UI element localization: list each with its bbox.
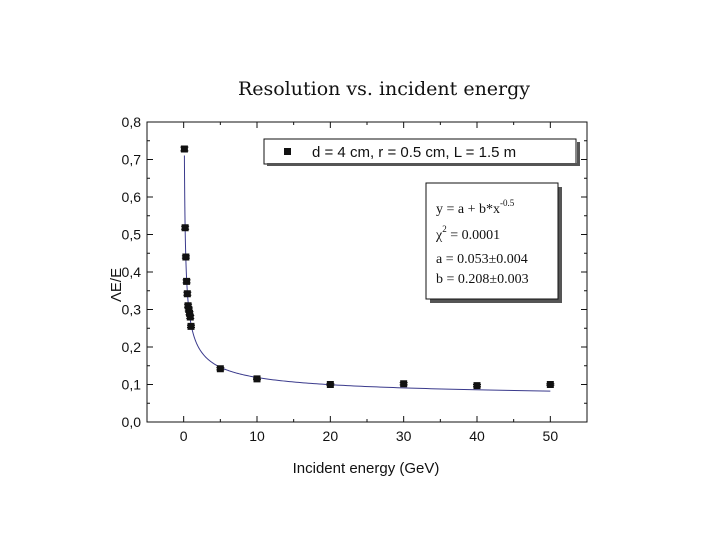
data-point bbox=[473, 382, 481, 390]
fit-box-shadow-side bbox=[558, 187, 562, 303]
x-tick-label: 50 bbox=[543, 428, 559, 444]
data-point bbox=[180, 145, 188, 153]
data-point bbox=[186, 313, 194, 321]
x-tick-label: 20 bbox=[323, 428, 339, 444]
legend-shadow-side bbox=[577, 142, 580, 166]
data-points bbox=[180, 145, 555, 390]
x-tick-label: 0 bbox=[180, 428, 188, 444]
data-point bbox=[216, 365, 224, 373]
legend-shadow bbox=[267, 163, 579, 166]
y-tick-label: 0,7 bbox=[122, 152, 142, 168]
y-tick-label: 0,0 bbox=[122, 414, 142, 430]
data-point bbox=[181, 224, 189, 232]
data-point bbox=[183, 290, 191, 298]
data-point bbox=[184, 302, 192, 310]
fit-box bbox=[425, 182, 559, 300]
y-tick-label: 0,6 bbox=[122, 189, 142, 205]
data-point bbox=[182, 253, 190, 261]
data-point bbox=[186, 309, 194, 317]
legend-marker bbox=[284, 148, 291, 155]
data-point bbox=[326, 381, 334, 388]
legend-label: d = 4 cm, r = 0.5 cm, L = 1.5 m bbox=[312, 144, 516, 161]
fit-formula-text: y = a + b*x bbox=[436, 202, 500, 217]
x-tick-label: 40 bbox=[469, 428, 485, 444]
fit-results-box: y = a + b*x-0.5 χ2 = 0.0001 a = 0.053±0.… bbox=[425, 182, 562, 303]
chart-title: Resolution vs. incident energy bbox=[238, 78, 530, 100]
y-tick-label: 0,3 bbox=[122, 302, 142, 318]
fit-formula: y = a + b*x-0.5 bbox=[436, 198, 515, 217]
fit-box-shadow bbox=[430, 299, 562, 303]
legend: d = 4 cm, r = 0.5 cm, L = 1.5 m bbox=[263, 138, 580, 166]
fit-param-b: b = 0.208±0.003 bbox=[436, 272, 529, 287]
y-tick-label: 0,5 bbox=[122, 227, 142, 243]
data-point bbox=[183, 277, 191, 285]
fit-formula-exponent: -0.5 bbox=[500, 198, 515, 208]
y-tick-label: 0,4 bbox=[122, 264, 142, 280]
x-tick-label: 10 bbox=[249, 428, 265, 444]
x-axis-label: Incident energy (GeV) bbox=[293, 460, 440, 477]
fit-param-a: a = 0.053±0.004 bbox=[436, 252, 528, 267]
fit-chi-square: χ2 = 0.0001 bbox=[435, 224, 500, 243]
x-tick-label: 30 bbox=[396, 428, 412, 444]
fit-chi-exponent: 2 bbox=[442, 224, 447, 234]
data-point bbox=[185, 306, 193, 313]
y-tick-label: 0,1 bbox=[122, 377, 142, 393]
data-point bbox=[546, 381, 554, 388]
data-point bbox=[187, 322, 195, 330]
fit-chi-value: = 0.0001 bbox=[447, 228, 500, 243]
y-tick-label: 0,2 bbox=[122, 339, 142, 355]
data-point bbox=[253, 375, 261, 383]
data-point bbox=[400, 380, 408, 388]
x-axis: 0 10 20 30 40 50 bbox=[146, 122, 588, 444]
y-tick-label: 0,8 bbox=[122, 114, 142, 130]
plot-area: 0 10 20 30 40 50 0,0 0,1 0,2 0,3 0,4 0,5 0,6 0,7 0,8 bbox=[122, 114, 588, 444]
y-axis: 0,0 0,1 0,2 0,3 0,4 0,5 0,6 0,7 0,8 bbox=[122, 114, 587, 430]
y-axis-label: ΛE/E bbox=[108, 268, 125, 302]
fit-chi-symbol: χ bbox=[435, 228, 443, 243]
